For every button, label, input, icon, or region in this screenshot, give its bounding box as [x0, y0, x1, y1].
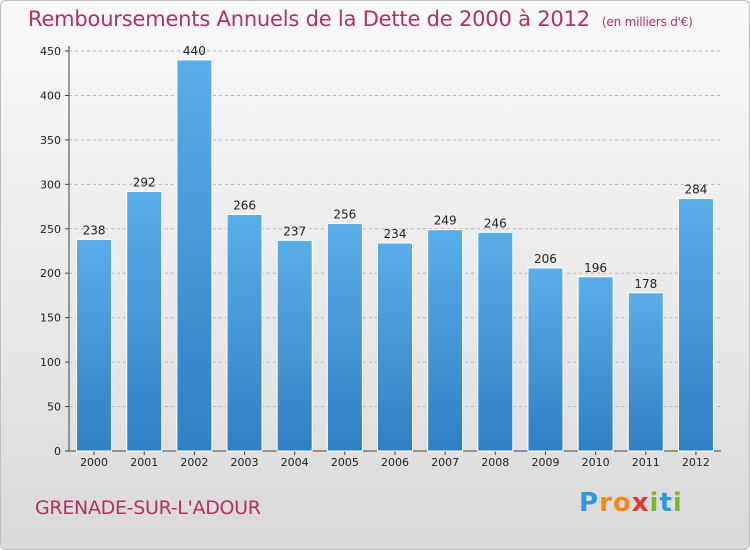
logo-letter: P — [579, 488, 600, 518]
bar — [427, 229, 464, 452]
bar — [377, 242, 413, 452]
x-tick-label: 2008 — [481, 456, 509, 469]
logo-letter: i — [672, 488, 683, 518]
bar-value-label: 178 — [634, 277, 657, 291]
x-tick-label: 2009 — [531, 456, 559, 469]
city-name: GRENADE-SUR-L'ADOUR — [35, 497, 261, 519]
chart-subtitle: (en milliers d'€) — [601, 15, 693, 29]
proxiti-logo: Proxiti — [579, 488, 683, 518]
bar-value-label: 266 — [233, 199, 256, 213]
bar-value-label: 206 — [534, 252, 557, 266]
x-tick-label: 2005 — [331, 456, 359, 469]
y-tick-label: 100 — [40, 356, 61, 369]
bar — [126, 190, 163, 452]
x-tick-label: 2004 — [281, 456, 309, 469]
bar — [226, 214, 263, 452]
bar — [276, 239, 313, 452]
labels: 238 2000 292 2001 440 2002 266 2003 237 2004 256 20… — [80, 44, 710, 469]
x-tick-label: 2010 — [582, 456, 610, 469]
x-tick-label: 2003 — [231, 456, 259, 469]
logo-letter: t — [659, 488, 673, 518]
bar — [627, 292, 664, 452]
y-tick-label: 250 — [40, 223, 61, 236]
chart-title: Remboursements Annuels de la Dette de 20… — [28, 7, 693, 31]
y-tick-label: 0 — [54, 445, 61, 458]
bar-value-label: 246 — [484, 216, 507, 230]
logo-letter: i — [649, 488, 660, 518]
logo-letter: r — [599, 488, 613, 518]
bars — [76, 59, 714, 452]
bar — [326, 222, 363, 452]
bar-value-label: 237 — [283, 224, 306, 238]
x-tick-label: 2001 — [130, 456, 158, 469]
bar — [577, 276, 614, 452]
x-tick-label: 2007 — [431, 456, 459, 469]
bar-value-label: 234 — [384, 227, 407, 241]
bar-value-label: 292 — [133, 175, 156, 189]
y-tick-label: 300 — [40, 178, 61, 191]
chart-title-text: Remboursements Annuels de la Dette de 20… — [28, 7, 590, 31]
x-tick-label: 2012 — [682, 456, 710, 469]
bar — [477, 231, 514, 452]
bar-value-label: 440 — [183, 44, 206, 58]
y-tick-label: 450 — [40, 45, 61, 58]
bar — [527, 267, 564, 452]
x-tick-label: 2011 — [632, 456, 660, 469]
bar-value-label: 249 — [434, 214, 457, 228]
bar — [76, 238, 113, 452]
x-tick-label: 2002 — [180, 456, 208, 469]
x-tick-label: 2000 — [80, 456, 108, 469]
logo-letter: o — [612, 488, 632, 518]
bar-value-label: 196 — [584, 261, 607, 275]
y-tick-label: 350 — [40, 134, 61, 147]
x-tick-label: 2006 — [381, 456, 409, 469]
y-tick-label: 50 — [47, 401, 61, 414]
bar-value-label: 284 — [684, 183, 707, 197]
y-tick-label: 400 — [40, 89, 61, 102]
bar — [176, 59, 213, 452]
y-tick-label: 150 — [40, 312, 61, 325]
bar-value-label: 256 — [333, 207, 356, 221]
bar-value-label: 238 — [83, 223, 106, 237]
bar — [677, 198, 714, 452]
logo-letter: x — [631, 488, 650, 518]
y-tick-label: 200 — [40, 267, 61, 280]
